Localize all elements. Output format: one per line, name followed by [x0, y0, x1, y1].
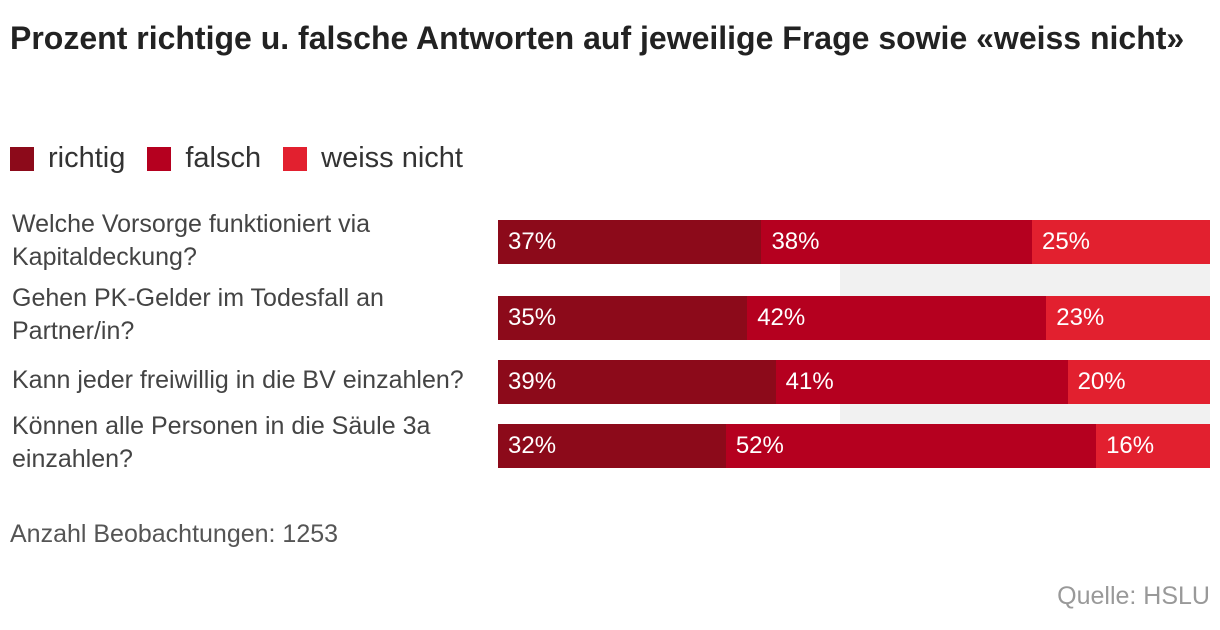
bar-segment-weiss-nicht: 23% — [1046, 296, 1210, 340]
background-band — [840, 264, 1210, 296]
category-label: Können alle Personen in die Säule 3a ein… — [12, 412, 431, 473]
legend-item-richtig: richtig — [10, 142, 125, 175]
legend-label-weiss-nicht: weiss nicht — [321, 142, 463, 174]
chart-title: Prozent richtige u. falsche Antworten au… — [10, 20, 1185, 56]
legend-swatch-falsch — [147, 146, 172, 171]
observation-count: Anzahl Beobachtungen: 1253 — [10, 520, 339, 548]
data-label: 38% — [771, 228, 820, 255]
legend-item-weiss-nicht: weiss nicht — [283, 142, 463, 175]
data-label: 16% — [1106, 432, 1155, 459]
bar-segment-falsch: 42% — [747, 296, 1047, 340]
data-label: 39% — [508, 368, 557, 395]
bar-segment-richtig: 32% — [498, 424, 726, 468]
bar-segment-richtig: 39% — [498, 360, 776, 404]
data-label: 32% — [508, 432, 557, 459]
data-label: 35% — [508, 304, 557, 331]
source-credit: Quelle: HSLU — [1057, 582, 1210, 610]
bar-segment-richtig: 35% — [498, 296, 748, 340]
legend-swatch-weiss-nicht — [283, 146, 308, 171]
data-label: 37% — [508, 228, 557, 255]
bar-segment-richtig: 37% — [498, 220, 762, 264]
category-label: Kann jeder freiwillig in die BV einzahle… — [12, 366, 464, 394]
data-label: 42% — [757, 304, 806, 331]
bar-segment-weiss-nicht: 16% — [1096, 424, 1210, 468]
bar-segment-weiss-nicht: 25% — [1031, 220, 1210, 264]
bar-row: 32% 52% 16% — [498, 424, 1210, 468]
data-label: 41% — [785, 368, 834, 395]
data-label: 25% — [1041, 228, 1091, 255]
background-band — [840, 404, 1210, 424]
bar-segment-weiss-nicht: 20% — [1067, 360, 1210, 404]
data-label: 52% — [735, 432, 784, 459]
bar-row: 37% 38% 25% — [498, 220, 1210, 264]
data-label: 20% — [1077, 368, 1126, 395]
legend-item-falsch: falsch — [147, 142, 261, 175]
legend-label-richtig: richtig — [48, 142, 126, 174]
bar-row: 39% 41% 20% — [498, 360, 1210, 404]
category-label: Welche Vorsorge funktioniert via Kapital… — [12, 210, 371, 271]
legend: richtig falsch weiss nicht — [10, 142, 463, 175]
bar-segment-falsch: 52% — [725, 424, 1097, 468]
bar-segment-falsch: 41% — [775, 360, 1068, 404]
category-label: Gehen PK-Gelder im Todesfall an Partner/… — [12, 284, 384, 345]
legend-label-falsch: falsch — [185, 142, 262, 174]
bar-segment-falsch: 38% — [761, 220, 1032, 264]
bar-row: 35% 42% 23% — [498, 296, 1210, 340]
data-label: 23% — [1056, 304, 1105, 331]
legend-swatch-richtig — [10, 146, 34, 171]
